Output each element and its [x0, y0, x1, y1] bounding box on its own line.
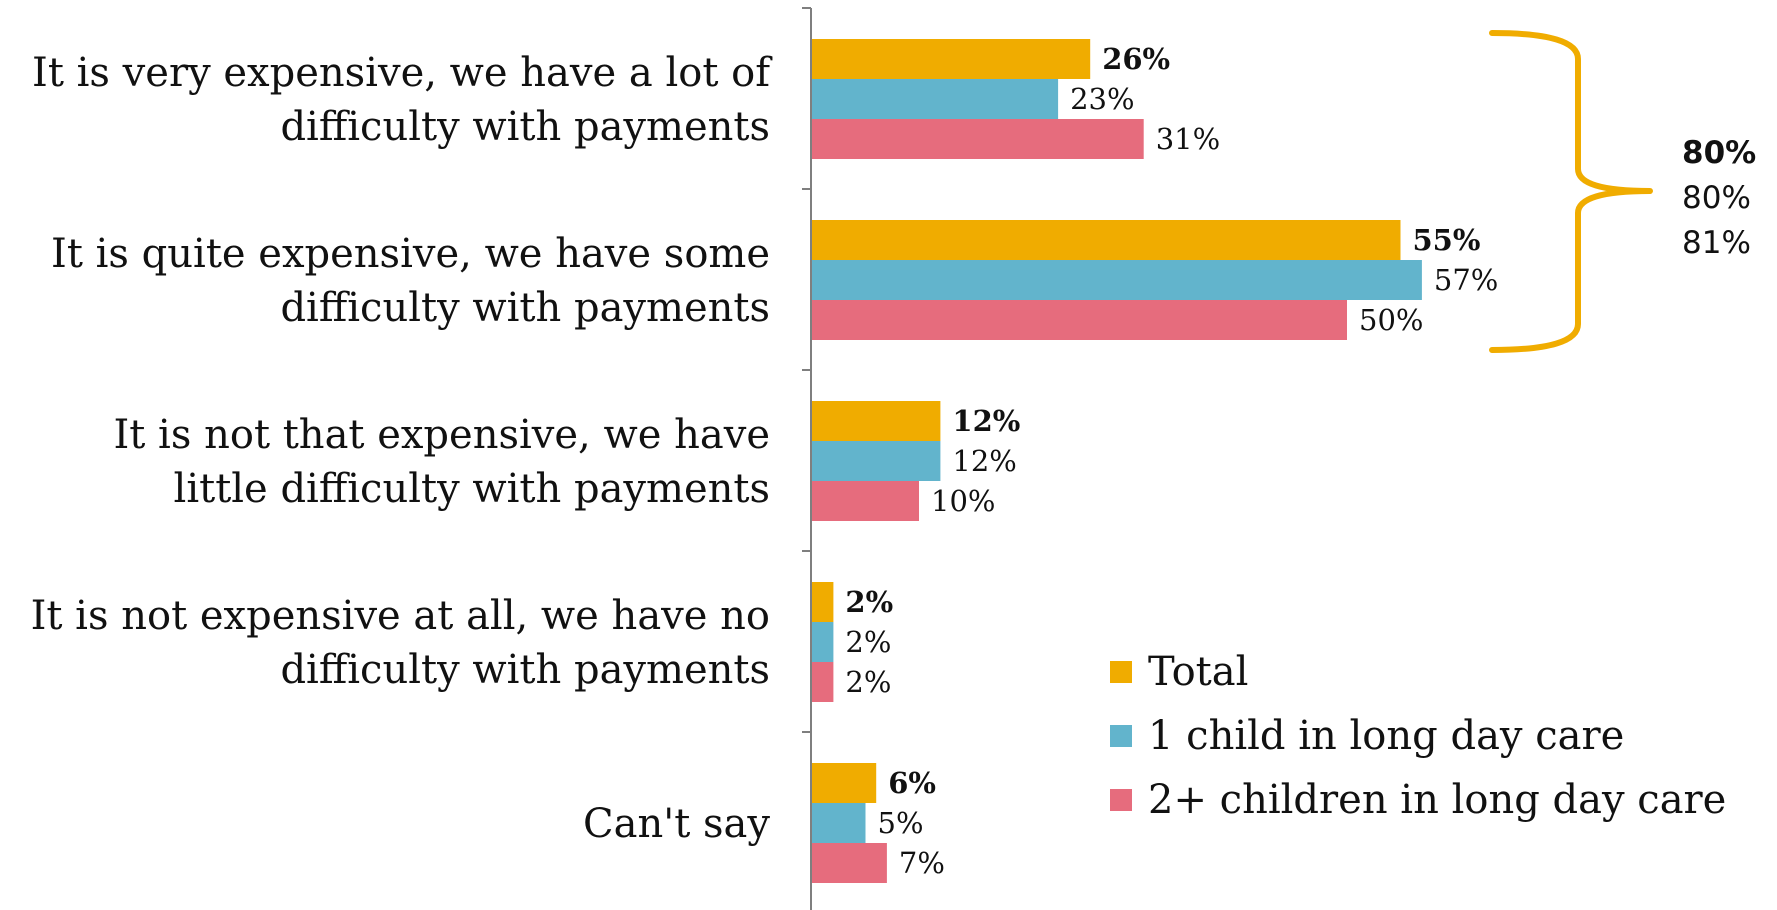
category-label: It is quite expensive, we have some	[51, 231, 770, 277]
bar-2-4	[812, 622, 834, 662]
bar-1-5	[812, 763, 877, 803]
bar-3-5	[812, 843, 887, 883]
bar-2-1	[812, 79, 1059, 119]
legend-swatch	[1110, 661, 1132, 683]
category-label: It is very expensive, we have a lot of	[32, 50, 773, 96]
bar-1-3	[812, 401, 941, 441]
data-label: 2%	[845, 625, 891, 659]
summary-bracket	[1489, 30, 1653, 353]
legend-label: 1 child in long day care	[1148, 713, 1624, 759]
bar-3-2	[812, 300, 1347, 340]
legend-swatch	[1110, 789, 1132, 811]
data-label: 6%	[888, 766, 936, 800]
legend-label: Total	[1148, 649, 1248, 695]
legend-label: 2+ children in long day care	[1148, 777, 1726, 823]
bar-3-4	[812, 662, 834, 702]
category-label: difficulty with payments	[280, 285, 770, 331]
data-label: 23%	[1070, 82, 1134, 116]
data-label: 31%	[1156, 122, 1220, 156]
bar-2-5	[812, 803, 866, 843]
data-label: 12%	[952, 404, 1020, 438]
data-label: 2%	[845, 665, 891, 699]
data-label: 55%	[1413, 223, 1481, 257]
data-label: 2%	[845, 585, 893, 619]
bar-2-3	[812, 441, 941, 481]
data-label: 5%	[878, 806, 924, 840]
bar-2-2	[812, 260, 1422, 300]
bar-3-3	[812, 481, 919, 521]
category-label: Can't say	[583, 801, 770, 847]
data-label: 26%	[1102, 42, 1170, 76]
category-label: It is not that expensive, we have	[113, 412, 770, 458]
bracket-label: 80%	[1682, 180, 1751, 216]
data-label: 7%	[899, 846, 945, 880]
category-label: difficulty with payments	[280, 647, 770, 693]
category-label: little difficulty with payments	[174, 466, 770, 512]
data-label: 10%	[931, 484, 995, 518]
bar-1-4	[812, 582, 834, 622]
legend-swatch	[1110, 725, 1132, 747]
bracket-label: 80%	[1682, 135, 1756, 171]
category-label: It is not expensive at all, we have no	[31, 593, 770, 639]
category-label: difficulty with payments	[280, 104, 770, 150]
data-label: 50%	[1359, 303, 1423, 337]
bracket-label: 81%	[1682, 225, 1751, 261]
data-label: 57%	[1434, 263, 1498, 297]
bar-3-1	[812, 119, 1144, 159]
data-label: 12%	[952, 444, 1016, 478]
bar-1-2	[812, 220, 1401, 260]
bar-1-1	[812, 39, 1091, 79]
